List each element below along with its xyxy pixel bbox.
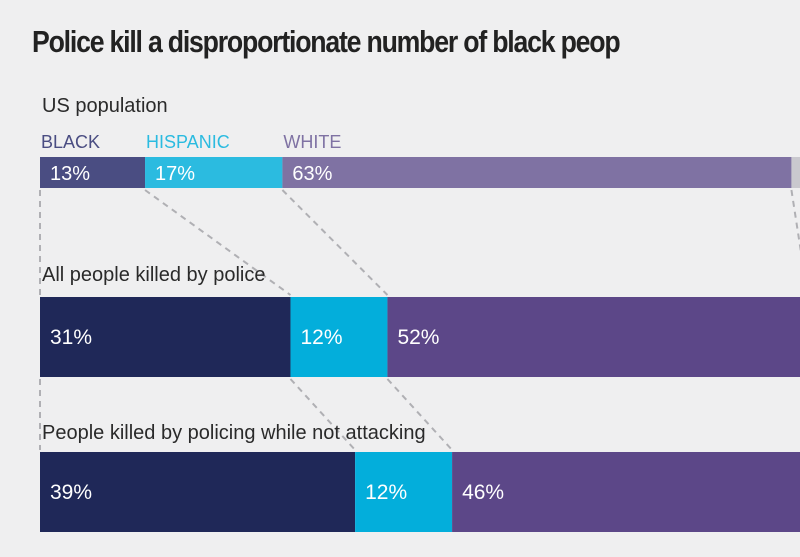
bar-segment-white <box>282 157 792 188</box>
connector-line <box>386 378 453 451</box>
value-label: 46% <box>462 481 504 504</box>
bar-segment-other <box>791 157 800 188</box>
value-label: 13% <box>50 163 90 185</box>
category-label-white: WHITE <box>283 132 341 152</box>
bar-segment-hispanic <box>145 157 283 188</box>
connector-line <box>790 189 800 253</box>
bar-group: People killed by policing while not atta… <box>40 422 800 532</box>
value-label: 52% <box>397 326 439 349</box>
value-label: 31% <box>50 326 92 349</box>
value-label: 63% <box>292 163 332 185</box>
category-label-hispanic: HISPANIC <box>146 132 230 152</box>
bar-segment-white <box>452 452 800 532</box>
value-label: 39% <box>50 481 92 504</box>
bar-segment-black <box>40 452 356 532</box>
bar-group: All people killed by police 31% 12% 52% <box>40 264 800 377</box>
group-label: US population <box>42 95 168 117</box>
connector-line <box>281 189 389 296</box>
bar-segment-hispanic <box>355 452 453 532</box>
category-label-black: BLACK <box>41 132 100 152</box>
value-label: 12% <box>300 326 342 349</box>
group-label: All people killed by police <box>42 264 265 286</box>
connector-lines <box>39 189 800 451</box>
bar-segment-black <box>40 297 291 377</box>
bar-groups: US population 13% BLACK 17% HISPANIC 63% WHITE… <box>40 95 800 532</box>
connector-line <box>144 189 292 296</box>
bar-segment-black <box>40 157 146 188</box>
value-label: 17% <box>155 163 195 185</box>
chart-title: Police kill a disproportionate number of… <box>32 24 621 59</box>
bar-segment-white <box>387 297 800 377</box>
bar-segment-hispanic <box>290 297 388 377</box>
value-label: 12% <box>365 481 407 504</box>
group-label: People killed by policing while not atta… <box>42 422 426 444</box>
bar-group: US population 13% BLACK 17% HISPANIC 63% WHITE <box>40 95 800 188</box>
connector-line <box>289 378 356 451</box>
